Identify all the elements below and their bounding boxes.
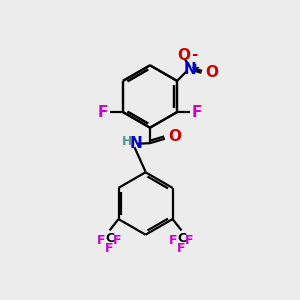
Text: O: O: [168, 129, 181, 144]
Text: C: C: [177, 232, 186, 244]
Text: F: F: [169, 234, 177, 247]
Text: -: -: [192, 47, 198, 62]
Text: F: F: [177, 242, 185, 255]
Text: +: +: [191, 63, 200, 73]
Text: H: H: [122, 135, 132, 148]
Text: C: C: [105, 232, 114, 244]
Text: N: N: [183, 62, 196, 77]
Text: F: F: [113, 234, 121, 247]
Text: F: F: [185, 234, 193, 247]
Text: O: O: [177, 48, 190, 63]
Text: F: F: [105, 242, 113, 255]
Text: F: F: [98, 105, 108, 120]
Text: N: N: [130, 136, 143, 151]
Text: O: O: [205, 65, 218, 80]
Text: F: F: [192, 105, 202, 120]
Text: F: F: [97, 234, 106, 247]
